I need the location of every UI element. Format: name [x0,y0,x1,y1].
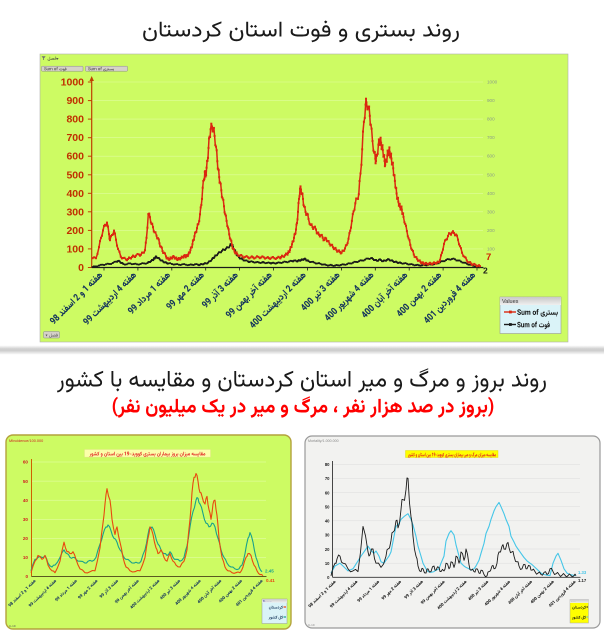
svg-text:Mortality/1.000.000: Mortality/1.000.000 [308,439,339,443]
svg-text:300: 300 [487,209,495,214]
svg-text:1000: 1000 [487,80,498,85]
svg-text:400: 400 [487,191,495,196]
svg-text:100: 100 [66,243,84,255]
svg-text:70: 70 [325,476,330,481]
svg-text:600: 600 [487,154,495,159]
svg-text:900: 900 [487,98,495,103]
svg-text:30: 30 [325,533,330,538]
svg-text:200: 200 [487,228,495,233]
svg-text:Values: Values [502,299,519,305]
svg-text:700: 700 [66,132,84,144]
svg-text:10: 10 [23,555,29,560]
svg-text:▾: ▾ [57,57,59,61]
svg-text:800: 800 [487,117,495,122]
svg-text:1000: 1000 [61,77,85,89]
svg-text:0: 0 [78,262,84,274]
svg-text:50: 50 [23,479,29,484]
svg-text:20: 20 [23,536,29,541]
svg-text:500: 500 [66,169,84,181]
svg-text:40: 40 [325,519,330,524]
svg-text:300: 300 [66,206,84,218]
svg-text:7: 7 [486,252,491,263]
svg-text:▾: ▾ [46,333,48,338]
svg-text:60: 60 [23,460,29,465]
svg-text:40: 40 [23,498,29,503]
svg-text:20: 20 [325,547,330,552]
svg-text:800: 800 [66,114,84,126]
svg-text:0: 0 [25,574,28,579]
svg-text:2.45: 2.45 [265,569,274,574]
svg-text:100: 100 [487,246,495,251]
svg-text:MIncidence/100.000: MIncidence/100.000 [9,439,43,443]
svg-text:C-19: C-19 [9,624,16,628]
svg-text:80: 80 [325,462,330,467]
svg-text:0.41: 0.41 [266,578,275,583]
svg-text:700: 700 [487,135,495,140]
svg-text:0: 0 [327,575,330,580]
svg-text:50: 50 [325,504,330,509]
svg-text:400: 400 [66,188,84,200]
svg-text:600: 600 [66,151,84,163]
svg-text:1.17: 1.17 [578,578,587,583]
svg-text:.......: ....... [571,600,576,603]
svg-text:30: 30 [23,517,29,522]
svg-text:B..........: B.......... [263,599,272,603]
svg-text:900: 900 [66,95,84,107]
svg-text:500: 500 [487,172,495,177]
svg-text:1.33: 1.33 [578,570,587,575]
svg-text:2: 2 [483,266,488,276]
svg-text:60: 60 [325,490,330,495]
svg-text:200: 200 [66,225,84,237]
svg-text:C-19: C-19 [308,623,315,627]
svg-text:10: 10 [325,561,330,566]
